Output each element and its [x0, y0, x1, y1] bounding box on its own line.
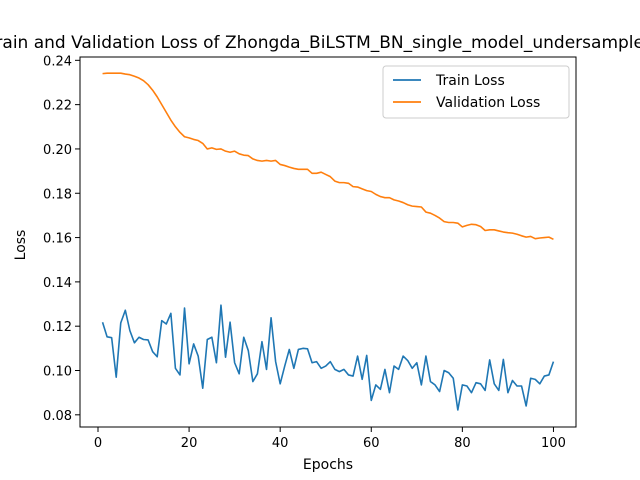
y-tick-label: 0.16	[43, 232, 72, 247]
x-tick-label: 0	[94, 436, 102, 451]
train-loss-line	[101, 304, 555, 411]
y-tick-label: 0.24	[43, 54, 72, 69]
y-tick-label: 0.10	[43, 365, 72, 380]
validation-loss-line	[102, 72, 554, 241]
x-axis: 0 20 40 60 80 100	[94, 427, 566, 451]
y-tick-label: 0.18	[43, 187, 72, 202]
y-axis: 0.08 0.10 0.12 0.14 0.16 0.18 0.20 0.22 0.24	[43, 54, 80, 424]
x-tick-label: 100	[541, 436, 566, 451]
legend: Train Loss Validation Loss	[382, 65, 570, 119]
y-tick-label: 0.20	[43, 143, 72, 158]
x-tick-label: 20	[181, 436, 198, 451]
x-tick-label: 60	[363, 436, 380, 451]
legend-box	[382, 65, 570, 119]
y-tick-label: 0.22	[43, 99, 72, 114]
chart-title: Train and Validation Loss of Zhongda_BiL…	[0, 33, 640, 53]
y-tick-label: 0.12	[43, 320, 72, 335]
x-axis-label: Epochs	[303, 457, 353, 473]
plot-frame	[79, 56, 577, 428]
y-tick-label: 0.08	[43, 409, 72, 424]
x-tick-label: 80	[454, 436, 471, 451]
x-tick-label: 40	[272, 436, 289, 451]
legend-label: Train Loss	[435, 73, 505, 89]
legend-label: Validation Loss	[436, 95, 540, 111]
plot-lines	[101, 72, 555, 411]
y-tick-label: 0.14	[43, 276, 72, 291]
y-axis-label: Loss	[13, 230, 29, 261]
